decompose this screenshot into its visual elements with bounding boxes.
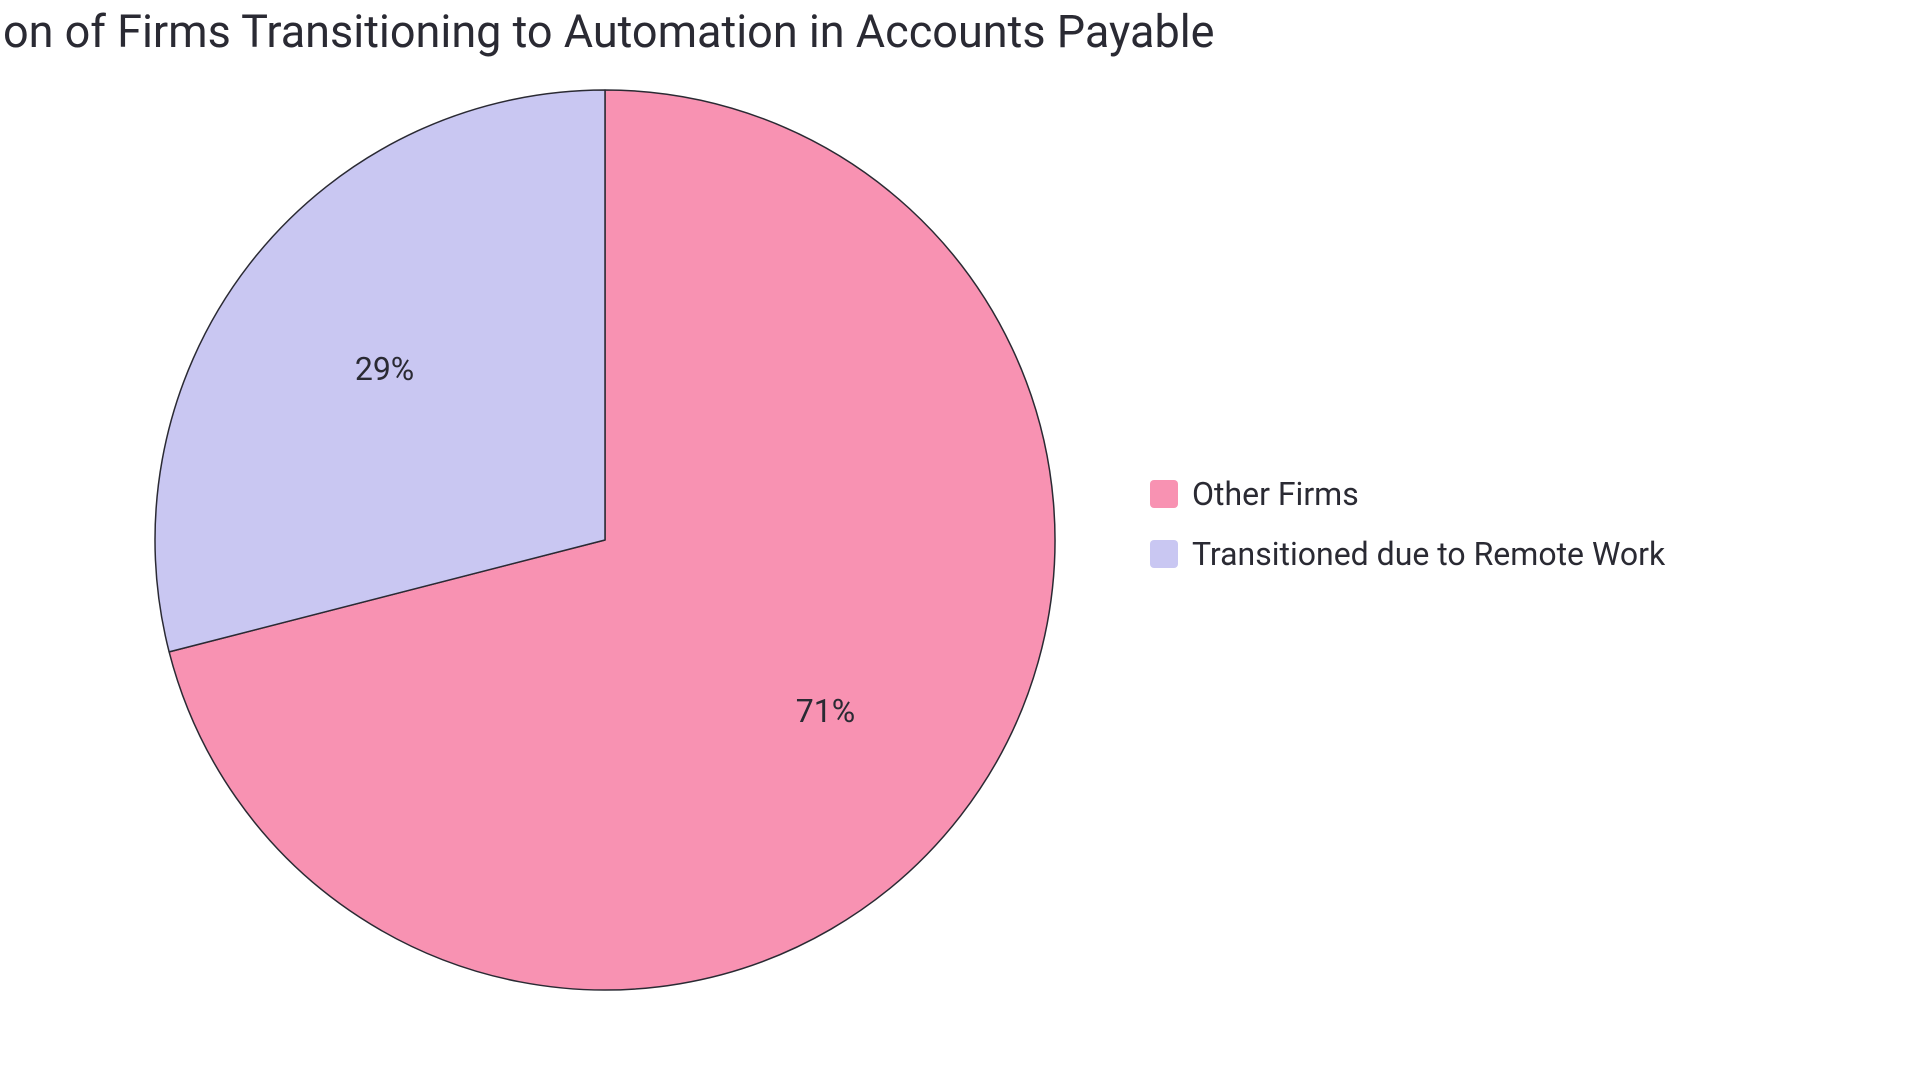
legend-item: Other Firms <box>1150 475 1665 513</box>
chart-title: ion of Firms Transitioning to Automation… <box>0 5 1215 58</box>
legend-swatch <box>1150 480 1178 508</box>
pie-chart <box>150 85 1060 995</box>
pie-slice-label: 29% <box>355 350 414 388</box>
chart-legend: Other Firms Transitioned due to Remote Wo… <box>1150 475 1665 573</box>
legend-item: Transitioned due to Remote Work <box>1150 535 1665 573</box>
pie-slice-label: 71% <box>796 692 855 730</box>
legend-swatch <box>1150 540 1178 568</box>
legend-label: Transitioned due to Remote Work <box>1192 535 1665 573</box>
legend-label: Other Firms <box>1192 475 1359 513</box>
